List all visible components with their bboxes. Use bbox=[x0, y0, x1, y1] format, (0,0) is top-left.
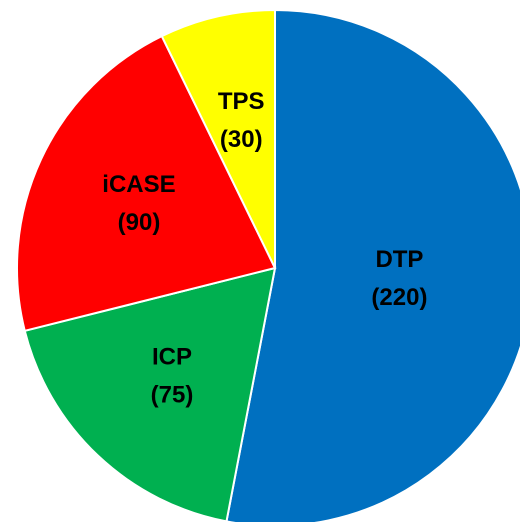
pie-slice bbox=[160, 8, 276, 269]
slice-label: DTP bbox=[375, 246, 423, 273]
pie-slice bbox=[225, 8, 520, 522]
slice-label: TPS bbox=[218, 88, 265, 115]
slice-label: iCASE bbox=[102, 171, 175, 198]
data-label: (220) bbox=[371, 284, 427, 311]
data-label: (30) bbox=[220, 126, 263, 153]
data-label: (90) bbox=[118, 209, 161, 236]
pie-slice bbox=[16, 34, 277, 333]
data-label: (75) bbox=[151, 381, 194, 408]
pie-slice bbox=[23, 266, 277, 522]
slice-label: ICP bbox=[152, 343, 192, 370]
